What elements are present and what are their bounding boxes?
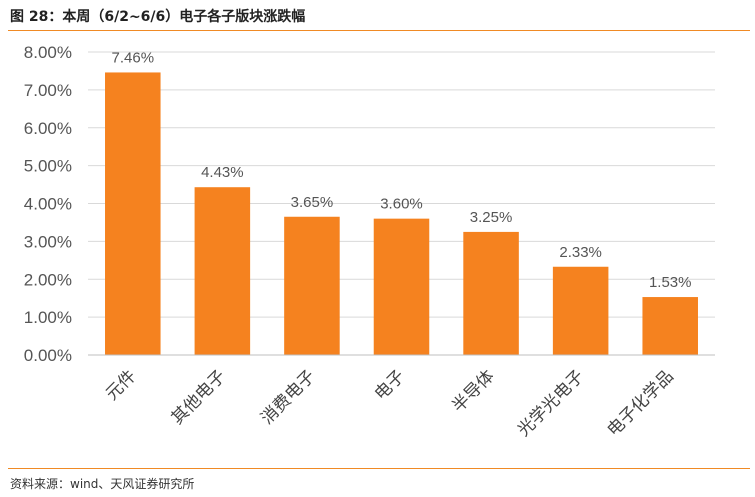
bar-chart: 0.00% 1.00% 2.00% 3.00% 4.00% 5.00% 6.00% 7.00%… [24, 43, 715, 441]
category-label: 元件 [102, 366, 140, 404]
bar [373, 218, 430, 355]
category-label: 消费电子 [257, 366, 319, 428]
data-label: 7.46% [112, 49, 155, 66]
data-label: 1.53% [649, 274, 692, 291]
y-tick-label: 1.00% [24, 308, 72, 327]
category-label: 电子化学品 [604, 366, 678, 440]
category-label: 电子 [371, 366, 409, 404]
bar [552, 266, 609, 355]
data-label: 4.43% [201, 164, 244, 181]
y-tick-label: 8.00% [24, 43, 72, 62]
data-labels: 7.46% 4.43% 3.65% 3.60% 3.25% 2.33% 1.53% [112, 49, 692, 291]
y-axis-ticks: 0.00% 1.00% 2.00% 3.00% 4.00% 5.00% 6.00% 7.00%… [24, 43, 72, 365]
y-tick-label: 6.00% [24, 119, 72, 138]
bar [105, 72, 161, 355]
bars [105, 72, 698, 355]
source-note: 资料来源：wind、天风证券研究所 [10, 477, 195, 491]
data-label: 3.25% [470, 209, 513, 226]
top-rule [8, 30, 750, 31]
figure-title: 图 28：本周（6/2~6/6）电子各子版块涨跌幅 [10, 9, 306, 25]
bar [284, 216, 340, 355]
bar [463, 231, 519, 355]
data-label: 2.33% [559, 244, 602, 261]
y-tick-label: 7.00% [24, 81, 72, 100]
bar [642, 297, 698, 355]
y-tick-label: 5.00% [24, 157, 72, 176]
bar [194, 187, 251, 355]
category-label: 半导体 [448, 366, 498, 416]
data-label: 3.60% [380, 196, 423, 213]
data-label: 3.65% [291, 194, 334, 211]
y-tick-label: 3.00% [24, 232, 72, 251]
bottom-rule [8, 468, 750, 469]
y-tick-label: 4.00% [24, 195, 72, 214]
y-tick-label: 2.00% [24, 270, 72, 289]
y-tick-label: 0.00% [24, 346, 72, 365]
category-label: 光学光电子 [514, 366, 588, 440]
x-axis-categories: 元件 其他电子 消费电子 电子 半导体 光学光电子 电子化学品 [102, 366, 678, 440]
category-label: 其他电子 [168, 366, 230, 428]
